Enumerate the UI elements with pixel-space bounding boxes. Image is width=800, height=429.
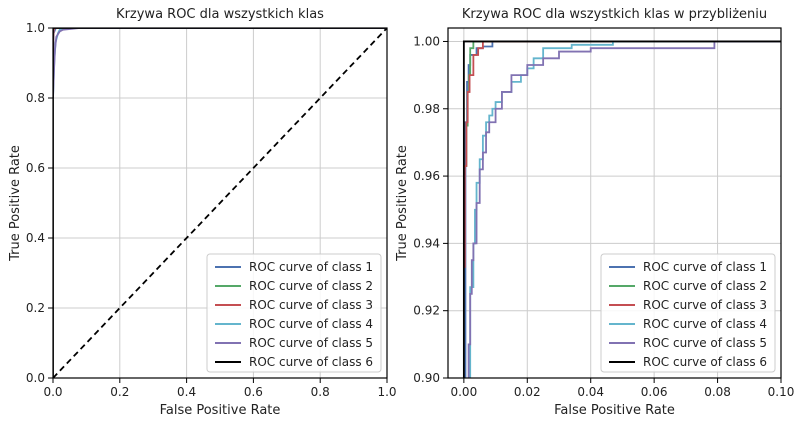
y-tick-label: 0.92 xyxy=(413,304,440,318)
x-tick-label: 0.10 xyxy=(768,385,795,399)
plot-frame xyxy=(52,27,388,379)
series-line-class-5 xyxy=(467,40,781,378)
legend-label-class-6: ROC curve of class 6 xyxy=(249,355,373,369)
legend-label-class-3: ROC curve of class 3 xyxy=(249,298,373,312)
legend-box xyxy=(600,253,776,373)
chart-title: Krzywa ROC dla wszystkich klas xyxy=(116,7,324,22)
x-tick-label: 0.4 xyxy=(177,385,196,399)
series-line-class-2 xyxy=(53,28,387,43)
legend-label-class-3: ROC curve of class 3 xyxy=(643,298,767,312)
series-line-class-3 xyxy=(463,40,781,268)
chart-2: 0.00 0.02 0.04 0.06 0.08 0.10 0.90 0.92 0.94 0.96… xyxy=(395,7,794,418)
plot-frame xyxy=(447,27,782,379)
y-tick-label: 0.6 xyxy=(26,161,45,175)
x-tick-label: 0.02 xyxy=(514,385,541,399)
y-axis-label: True Positive Rate xyxy=(395,145,410,262)
y-tick-label: 0.90 xyxy=(413,371,440,385)
x-tick-label: 0.6 xyxy=(244,385,263,399)
series-line-class-1 xyxy=(53,28,387,64)
chart-1: 0.0 0.2 0.4 0.6 0.8 1.0 0.0 0.2 0.4 0.6 0.8 1.0 Krzy… xyxy=(8,7,397,418)
legend-label-class-2: ROC curve of class 2 xyxy=(643,279,767,293)
legend-label-class-6: ROC curve of class 6 xyxy=(643,355,767,369)
y-tick-label: 0.8 xyxy=(26,91,45,105)
legend-label-class-1: ROC curve of class 1 xyxy=(643,260,767,274)
legend-box xyxy=(206,253,382,373)
legend: ROC curve of class 1 ROC curve of class 2… xyxy=(206,253,382,373)
y-tick-label: 0.0 xyxy=(26,371,45,385)
x-tick-label: 1.0 xyxy=(377,385,396,399)
y-tick-label: 0.94 xyxy=(413,236,440,250)
x-axis-label: False Positive Rate xyxy=(554,403,675,418)
legend-label-class-1: ROC curve of class 1 xyxy=(249,260,373,274)
series-line-class-2 xyxy=(463,40,781,167)
legend-label-class-4: ROC curve of class 4 xyxy=(643,317,767,331)
y-tick-label: 1.0 xyxy=(26,21,45,35)
y-tick-label: 1.00 xyxy=(413,34,440,48)
y-tick-label: 0.96 xyxy=(413,169,440,183)
x-axis-label: False Positive Rate xyxy=(160,403,281,418)
ticks: 0.0 0.2 0.4 0.6 0.8 1.0 0.0 0.2 0.4 0.6 0.8 1.0 xyxy=(26,21,397,399)
x-tick-label: 0.0 xyxy=(43,385,62,399)
ticks: 0.00 0.02 0.04 0.06 0.08 0.10 0.90 0.92 0.94 0.96… xyxy=(413,34,794,399)
legend: ROC curve of class 1 ROC curve of class 2… xyxy=(600,253,776,373)
y-axis-label: True Positive Rate xyxy=(8,145,23,262)
series-line-class-3 xyxy=(53,28,387,53)
y-tick-label: 0.98 xyxy=(413,102,440,116)
chart-title: Krzywa ROC dla wszystkich klas w przybli… xyxy=(462,7,767,22)
x-tick-label: 0.08 xyxy=(704,385,731,399)
legend-label-class-4: ROC curve of class 4 xyxy=(249,317,373,331)
x-tick-label: 0.04 xyxy=(577,385,604,399)
series-line-class-5 xyxy=(53,28,387,99)
y-tick-label: 0.4 xyxy=(26,231,45,245)
x-tick-label: 0.8 xyxy=(311,385,330,399)
legend-label-class-5: ROC curve of class 5 xyxy=(643,336,767,350)
y-tick-label: 0.2 xyxy=(26,301,45,315)
series-line-class-6 xyxy=(462,40,781,378)
x-tick-label: 0.2 xyxy=(110,385,129,399)
legend-label-class-5: ROC curve of class 5 xyxy=(249,336,373,350)
series-line-class-4 xyxy=(53,28,387,99)
legend-label-class-2: ROC curve of class 2 xyxy=(249,279,373,293)
plot-area xyxy=(462,40,781,378)
x-tick-label: 0.06 xyxy=(641,385,668,399)
diagonal-line xyxy=(53,28,387,378)
x-tick-label: 0.00 xyxy=(450,385,477,399)
